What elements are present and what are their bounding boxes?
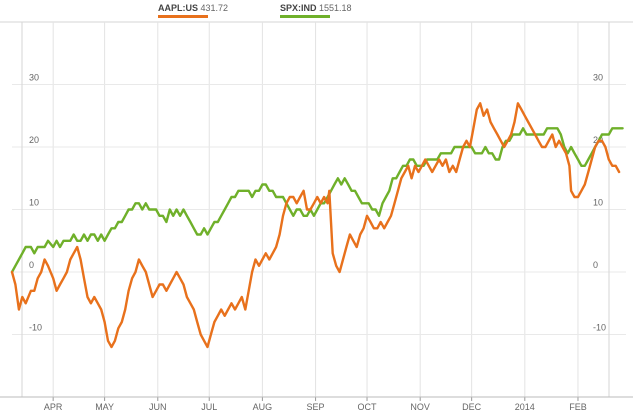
legend-item-aapl[interactable]: AAPL:US 431.72 (158, 3, 229, 18)
legend-series-name: SPX:IND (280, 3, 317, 13)
x-tick-label: NOV (410, 402, 430, 412)
legend-series-value: 1551.18 (319, 3, 352, 13)
x-tick-label: DEC (462, 402, 482, 412)
x-tick-label: MAY (95, 402, 114, 412)
y-tick-label-right: 10 (593, 198, 603, 208)
y-tick-label-right: 30 (593, 73, 603, 83)
legend-item-spx[interactable]: SPX:IND 1551.18 (280, 3, 352, 18)
x-tick-label: OCT (358, 402, 378, 412)
x-tick-label: JUN (149, 402, 167, 412)
y-tick-label-left: 0 (29, 260, 34, 270)
y-tick-label-left: -10 (29, 323, 42, 333)
legend-swatch-aapl (158, 15, 208, 18)
legend-swatch-spx (280, 15, 330, 18)
legend-series-name: AAPL:US (158, 3, 198, 13)
x-tick-label: SEP (307, 402, 325, 412)
x-tick-label: AUG (253, 402, 273, 412)
x-tick-label: APR (44, 402, 63, 412)
y-tick-label-left: 30 (29, 73, 39, 83)
x-tick-label: 2014 (515, 402, 535, 412)
x-tick-label: FEB (569, 402, 587, 412)
legend: AAPL:US 431.72 SPX:IND 1551.18 (0, 0, 633, 20)
series-line-aapl (10, 102, 621, 349)
series-line-spx (10, 127, 624, 274)
y-tick-label-right: -10 (593, 323, 606, 333)
y-tick-label-left: 20 (29, 135, 39, 145)
x-tick-label: JUL (201, 402, 217, 412)
legend-series-value: 431.72 (200, 3, 229, 13)
y-tick-label-right: 0 (593, 260, 598, 270)
y-tick-label-left: 10 (29, 198, 39, 208)
